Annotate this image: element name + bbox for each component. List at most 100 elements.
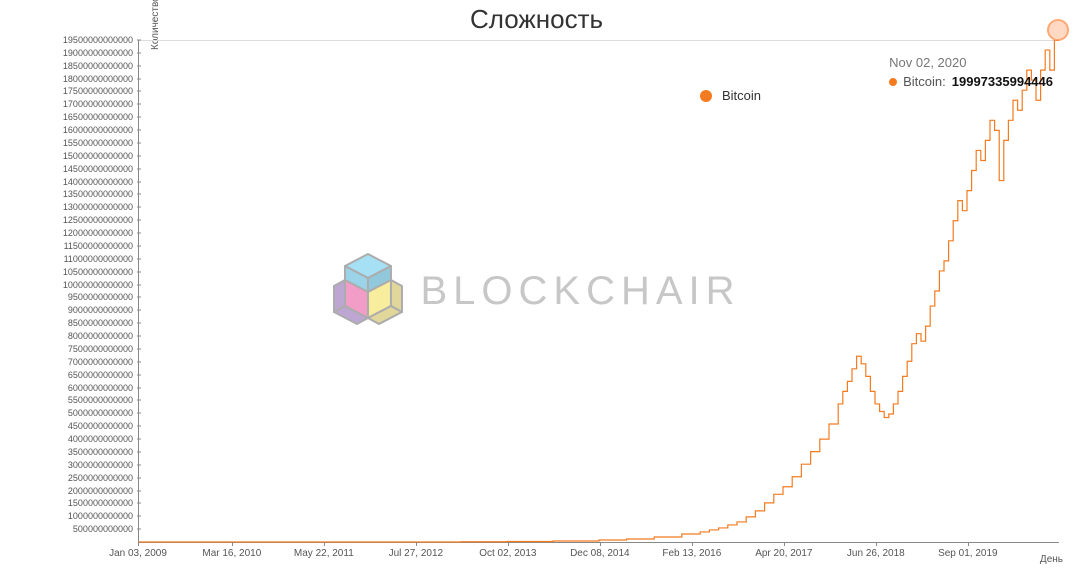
y-tick-mark xyxy=(137,65,141,66)
x-tick-label: Jul 27, 2012 xyxy=(389,548,444,559)
y-tick-mark xyxy=(137,168,141,169)
y-tick-label: 17500000000000 xyxy=(13,86,133,96)
y-tick-mark xyxy=(137,207,141,208)
y-tick-mark xyxy=(137,387,141,388)
x-tick-mark xyxy=(692,542,693,546)
y-tick-label: 10000000000000 xyxy=(13,280,133,290)
y-tick-mark xyxy=(137,91,141,92)
y-tick-mark xyxy=(137,451,141,452)
y-tick-mark xyxy=(137,52,141,53)
y-tick-label: 12000000000000 xyxy=(13,228,133,238)
y-tick-label: 12500000000000 xyxy=(13,215,133,225)
y-tick-label: 5500000000000 xyxy=(13,395,133,405)
y-tick-mark xyxy=(137,439,141,440)
y-tick-mark xyxy=(137,503,141,504)
y-tick-mark xyxy=(137,400,141,401)
y-tick-mark xyxy=(137,323,141,324)
y-tick-mark xyxy=(137,181,141,182)
series-line xyxy=(139,40,1059,546)
legend-label: Bitcoin xyxy=(722,88,761,103)
tooltip-dot-icon xyxy=(889,78,897,86)
legend: Bitcoin xyxy=(700,88,761,103)
y-tick-label: 3500000000000 xyxy=(13,447,133,457)
y-tick-mark xyxy=(137,464,141,465)
y-tick-mark xyxy=(137,529,141,530)
y-tick-label: 13500000000000 xyxy=(13,189,133,199)
y-tick-mark xyxy=(137,336,141,337)
y-tick-mark xyxy=(137,233,141,234)
y-tick-label: 16000000000000 xyxy=(13,125,133,135)
y-tick-label: 7000000000000 xyxy=(13,357,133,367)
x-tick-mark xyxy=(784,542,785,546)
x-tick-label: Mar 16, 2010 xyxy=(202,548,261,559)
y-tick-label: 18000000000000 xyxy=(13,74,133,84)
y-tick-mark xyxy=(137,413,141,414)
y-tick-label: 2000000000000 xyxy=(13,486,133,496)
x-axis-label: День xyxy=(1040,554,1063,565)
y-tick-mark xyxy=(137,297,141,298)
y-tick-mark xyxy=(137,194,141,195)
x-tick-label: Apr 20, 2017 xyxy=(755,548,812,559)
y-tick-mark xyxy=(137,348,141,349)
y-tick-mark xyxy=(137,245,141,246)
x-tick-mark xyxy=(416,542,417,546)
y-tick-label: 2500000000000 xyxy=(13,473,133,483)
y-tick-mark xyxy=(137,361,141,362)
y-tick-label: 9500000000000 xyxy=(13,292,133,302)
y-tick-mark xyxy=(137,104,141,105)
y-tick-label: 10500000000000 xyxy=(13,267,133,277)
y-tick-label: 11000000000000 xyxy=(13,254,133,264)
x-tick-label: Oct 02, 2013 xyxy=(479,548,536,559)
y-tick-label: 8000000000000 xyxy=(13,331,133,341)
y-tick-label: 8500000000000 xyxy=(13,318,133,328)
y-tick-mark xyxy=(137,220,141,221)
x-tick-label: Jan 03, 2009 xyxy=(109,548,167,559)
y-tick-label: 11500000000000 xyxy=(13,241,133,251)
y-tick-mark xyxy=(137,310,141,311)
y-tick-mark xyxy=(137,490,141,491)
y-tick-label: 15500000000000 xyxy=(13,138,133,148)
y-tick-label: 1000000000000 xyxy=(13,511,133,521)
tooltip-value: 19997335994446 xyxy=(952,74,1053,89)
y-tick-mark xyxy=(137,40,141,41)
y-tick-label: 17000000000000 xyxy=(13,99,133,109)
y-tick-label: 500000000000 xyxy=(13,524,133,534)
y-tick-label: 4500000000000 xyxy=(13,421,133,431)
plot-area xyxy=(138,40,1059,543)
legend-dot-icon xyxy=(700,90,712,102)
y-tick-label: 1500000000000 xyxy=(13,498,133,508)
y-tick-label: 4000000000000 xyxy=(13,434,133,444)
tooltip-series-label: Bitcoin: xyxy=(903,74,946,89)
y-tick-label: 18500000000000 xyxy=(13,61,133,71)
x-tick-label: Dec 08, 2014 xyxy=(570,548,630,559)
y-tick-label: 16500000000000 xyxy=(13,112,133,122)
y-tick-label: 5000000000000 xyxy=(13,408,133,418)
x-tick-label: Sep 01, 2019 xyxy=(938,548,998,559)
y-tick-label: 19500000000000 xyxy=(13,35,133,45)
y-tick-mark xyxy=(137,155,141,156)
y-tick-mark xyxy=(137,516,141,517)
y-tick-label: 6000000000000 xyxy=(13,383,133,393)
y-tick-label: 6500000000000 xyxy=(13,370,133,380)
x-tick-mark xyxy=(876,542,877,546)
y-tick-label: 9000000000000 xyxy=(13,305,133,315)
x-tick-label: Feb 13, 2016 xyxy=(662,548,721,559)
x-tick-mark xyxy=(324,542,325,546)
y-tick-label: 7500000000000 xyxy=(13,344,133,354)
y-tick-mark xyxy=(137,374,141,375)
y-tick-mark xyxy=(137,426,141,427)
x-tick-mark xyxy=(232,542,233,546)
y-tick-mark xyxy=(137,258,141,259)
y-tick-label: 14000000000000 xyxy=(13,177,133,187)
x-tick-mark xyxy=(138,542,139,546)
tooltip-date: Nov 02, 2020 xyxy=(889,55,1053,70)
x-tick-label: Jun 26, 2018 xyxy=(847,548,905,559)
y-tick-mark xyxy=(137,284,141,285)
y-tick-mark xyxy=(137,117,141,118)
x-tick-mark xyxy=(968,542,969,546)
x-tick-mark xyxy=(508,542,509,546)
y-tick-label: 3000000000000 xyxy=(13,460,133,470)
tooltip: Nov 02, 2020 Bitcoin: 19997335994446 xyxy=(889,55,1053,89)
y-tick-mark xyxy=(137,142,141,143)
x-tick-label: May 22, 2011 xyxy=(294,548,354,559)
